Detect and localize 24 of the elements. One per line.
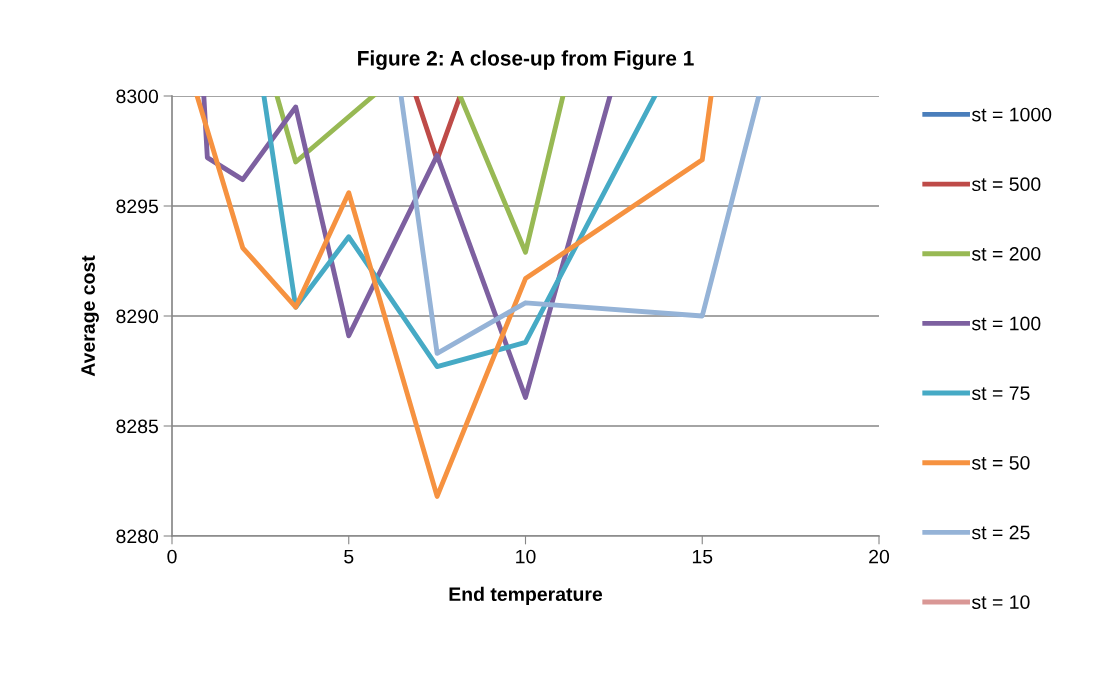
- legend-label: st = 10: [971, 595, 1030, 610]
- y-tick-label: 8300: [116, 89, 159, 104]
- x-tick-label: 10: [516, 549, 536, 564]
- legend-label: st = 50: [971, 455, 1030, 470]
- legend-label: st = 200: [971, 246, 1041, 261]
- x-tick-label: 0: [167, 549, 177, 564]
- legend-label: st = 75: [971, 386, 1030, 401]
- line-series: [261, 96, 658, 370]
- legend-label: st = 25: [971, 525, 1030, 540]
- x-tick-label: 15: [692, 549, 713, 564]
- x-tick-label: 5: [344, 549, 354, 564]
- legend-label: st = 100: [971, 316, 1041, 331]
- line-series: [194, 96, 714, 499]
- line-series: [398, 96, 762, 356]
- legend-label: st = 1000: [971, 107, 1052, 122]
- x-axis-title: End temperature: [449, 586, 603, 605]
- chart-title: Figure 2: A close-up from Figure 1: [358, 50, 694, 70]
- y-tick-label: 8280: [116, 529, 159, 544]
- x-tick-label: 20: [869, 549, 890, 564]
- legend-label: st = 500: [971, 177, 1041, 192]
- y-tick-label: 8285: [116, 419, 158, 434]
- y-tick-label: 8290: [116, 309, 159, 324]
- y-axis-title: Average cost: [81, 255, 99, 377]
- y-tick-label: 8295: [116, 199, 158, 214]
